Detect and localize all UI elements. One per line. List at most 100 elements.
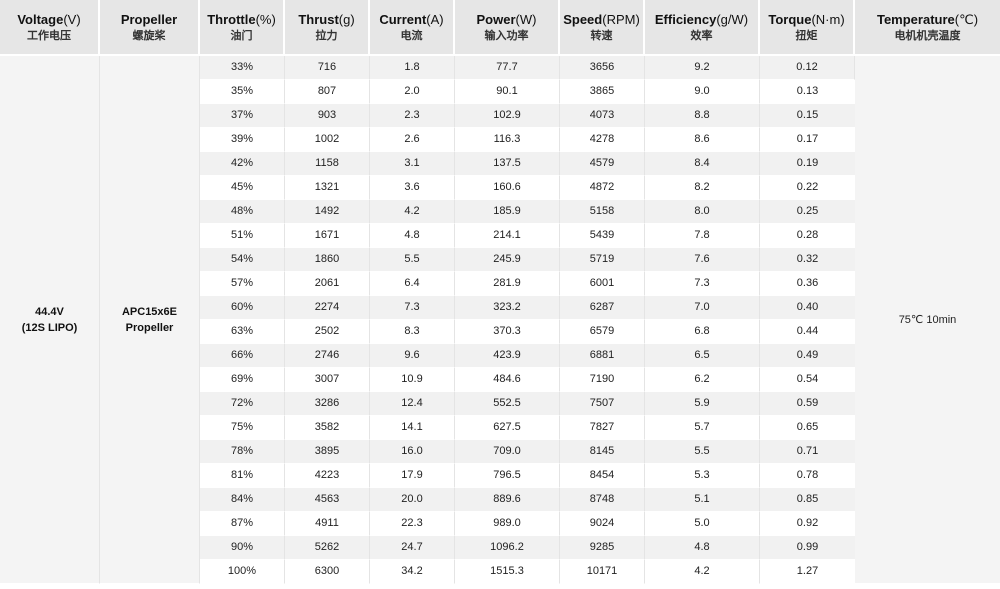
thrust-cell: 1002 [285, 128, 370, 152]
column-header-torque: Torque(N·m) 扭矩 [760, 0, 855, 56]
thrust-cell: 903 [285, 104, 370, 128]
power-cell: 796.5 [455, 464, 560, 488]
current-cell: 20.0 [370, 488, 455, 512]
efficiency-cell: 8.2 [645, 176, 760, 200]
current-cell: 34.2 [370, 560, 455, 584]
current-cell: 2.3 [370, 104, 455, 128]
table-row: 42% 1158 3.1 137.5 4579 8.4 0.19 [0, 152, 1000, 176]
column-header-cn: 转速 [590, 29, 613, 42]
efficiency-cell: 6.2 [645, 368, 760, 392]
speed-cell: 8748 [560, 488, 645, 512]
efficiency-cell: 5.0 [645, 512, 760, 536]
table-header: Voltage(V) 工作电压 Propeller 螺旋桨 Throttle(%) 油门 T… [0, 0, 1000, 56]
table-row: 66% 2746 9.6 423.9 6881 6.5 0.49 [0, 344, 1000, 368]
speed-cell: 4579 [560, 152, 645, 176]
column-header-unit: (℃) [954, 11, 979, 27]
throttle-cell: 57% [200, 272, 285, 296]
column-header-cn: 螺旋桨 [132, 29, 166, 42]
power-cell: 323.2 [455, 296, 560, 320]
table-row: 100% 6300 34.2 1515.3 10171 4.2 1.27 [0, 560, 1000, 584]
throttle-cell: 69% [200, 368, 285, 392]
column-header-en: Voltage(V) [0, 12, 98, 28]
speed-cell: 8454 [560, 464, 645, 488]
column-header-title: Torque [768, 11, 812, 27]
speed-cell: 7190 [560, 368, 645, 392]
table-row: 75% 3582 14.1 627.5 7827 5.7 0.65 [0, 416, 1000, 440]
current-cell: 12.4 [370, 392, 455, 416]
column-header-unit: (N·m) [811, 11, 845, 27]
throttle-cell: 78% [200, 440, 285, 464]
throttle-cell: 42% [200, 152, 285, 176]
throttle-cell: 35% [200, 80, 285, 104]
throttle-cell: 54% [200, 248, 285, 272]
column-header-cn: 工作电压 [27, 29, 71, 42]
column-header-title: Thrust [298, 11, 339, 27]
column-header-en: Efficiency(g/W) [645, 12, 758, 28]
speed-cell: 6001 [560, 272, 645, 296]
current-cell: 3.6 [370, 176, 455, 200]
power-cell: 1096.2 [455, 536, 560, 560]
torque-cell: 0.78 [760, 464, 855, 488]
speed-cell: 3865 [560, 80, 645, 104]
thrust-cell: 716 [285, 56, 370, 80]
torque-cell: 0.17 [760, 128, 855, 152]
power-cell: 185.9 [455, 200, 560, 224]
throttle-cell: 39% [200, 128, 285, 152]
thrust-cell: 1860 [285, 248, 370, 272]
table-row: 57% 2061 6.4 281.9 6001 7.3 0.36 [0, 272, 1000, 296]
efficiency-cell: 5.5 [645, 440, 760, 464]
power-cell: 484.6 [455, 368, 560, 392]
table-row: 39% 1002 2.6 116.3 4278 8.6 0.17 [0, 128, 1000, 152]
column-header-title: Propeller [120, 11, 178, 27]
efficiency-cell: 8.8 [645, 104, 760, 128]
torque-cell: 0.71 [760, 440, 855, 464]
torque-cell: 0.54 [760, 368, 855, 392]
torque-cell: 0.65 [760, 416, 855, 440]
column-header-title: Throttle [207, 11, 256, 27]
power-cell: 709.0 [455, 440, 560, 464]
column-header-unit: (g) [338, 11, 355, 27]
thrust-cell: 2746 [285, 344, 370, 368]
column-header-title: Voltage [17, 11, 64, 27]
column-header-unit: (RPM) [602, 11, 640, 27]
temperature-cell: 75℃ 10min [855, 56, 1000, 584]
throttle-cell: 60% [200, 296, 285, 320]
column-header-power: Power(W) 输入功率 [455, 0, 560, 56]
current-cell: 8.3 [370, 320, 455, 344]
efficiency-cell: 6.8 [645, 320, 760, 344]
column-header-voltage: Voltage(V) 工作电压 [0, 0, 100, 56]
column-header-unit: (A) [426, 11, 444, 27]
power-cell: 245.9 [455, 248, 560, 272]
column-header-en: Temperature(℃) [855, 12, 1000, 28]
thrust-cell: 5262 [285, 536, 370, 560]
throttle-cell: 63% [200, 320, 285, 344]
throttle-cell: 84% [200, 488, 285, 512]
throttle-cell: 81% [200, 464, 285, 488]
column-header-en: Current(A) [370, 12, 453, 28]
speed-cell: 7827 [560, 416, 645, 440]
thrust-cell: 3895 [285, 440, 370, 464]
current-cell: 4.8 [370, 224, 455, 248]
throttle-cell: 72% [200, 392, 285, 416]
power-cell: 989.0 [455, 512, 560, 536]
efficiency-cell: 8.6 [645, 128, 760, 152]
voltage-value: 44.4V [35, 305, 64, 318]
table-row: 90% 5262 24.7 1096.2 9285 4.8 0.99 [0, 536, 1000, 560]
column-header-cn: 效率 [690, 29, 713, 42]
speed-cell: 9024 [560, 512, 645, 536]
column-header-propeller: Propeller 螺旋桨 [100, 0, 200, 56]
power-cell: 77.7 [455, 56, 560, 80]
thrust-cell: 4563 [285, 488, 370, 512]
column-header-temperature: Temperature(℃) 电机机壳温度 [855, 0, 1000, 56]
torque-cell: 0.15 [760, 104, 855, 128]
power-cell: 214.1 [455, 224, 560, 248]
power-cell: 160.6 [455, 176, 560, 200]
column-header-efficiency: Efficiency(g/W) 效率 [645, 0, 760, 56]
voltage-cell: 44.4V (12S LIPO) [0, 56, 100, 584]
speed-cell: 3656 [560, 56, 645, 80]
efficiency-cell: 4.8 [645, 536, 760, 560]
table-row: 54% 1860 5.5 245.9 5719 7.6 0.32 [0, 248, 1000, 272]
column-header-cn: 油门 [230, 29, 253, 42]
column-header-title: Efficiency [654, 11, 717, 27]
